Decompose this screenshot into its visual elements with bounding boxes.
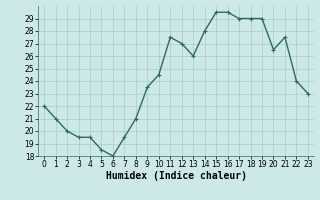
X-axis label: Humidex (Indice chaleur): Humidex (Indice chaleur) — [106, 171, 246, 181]
